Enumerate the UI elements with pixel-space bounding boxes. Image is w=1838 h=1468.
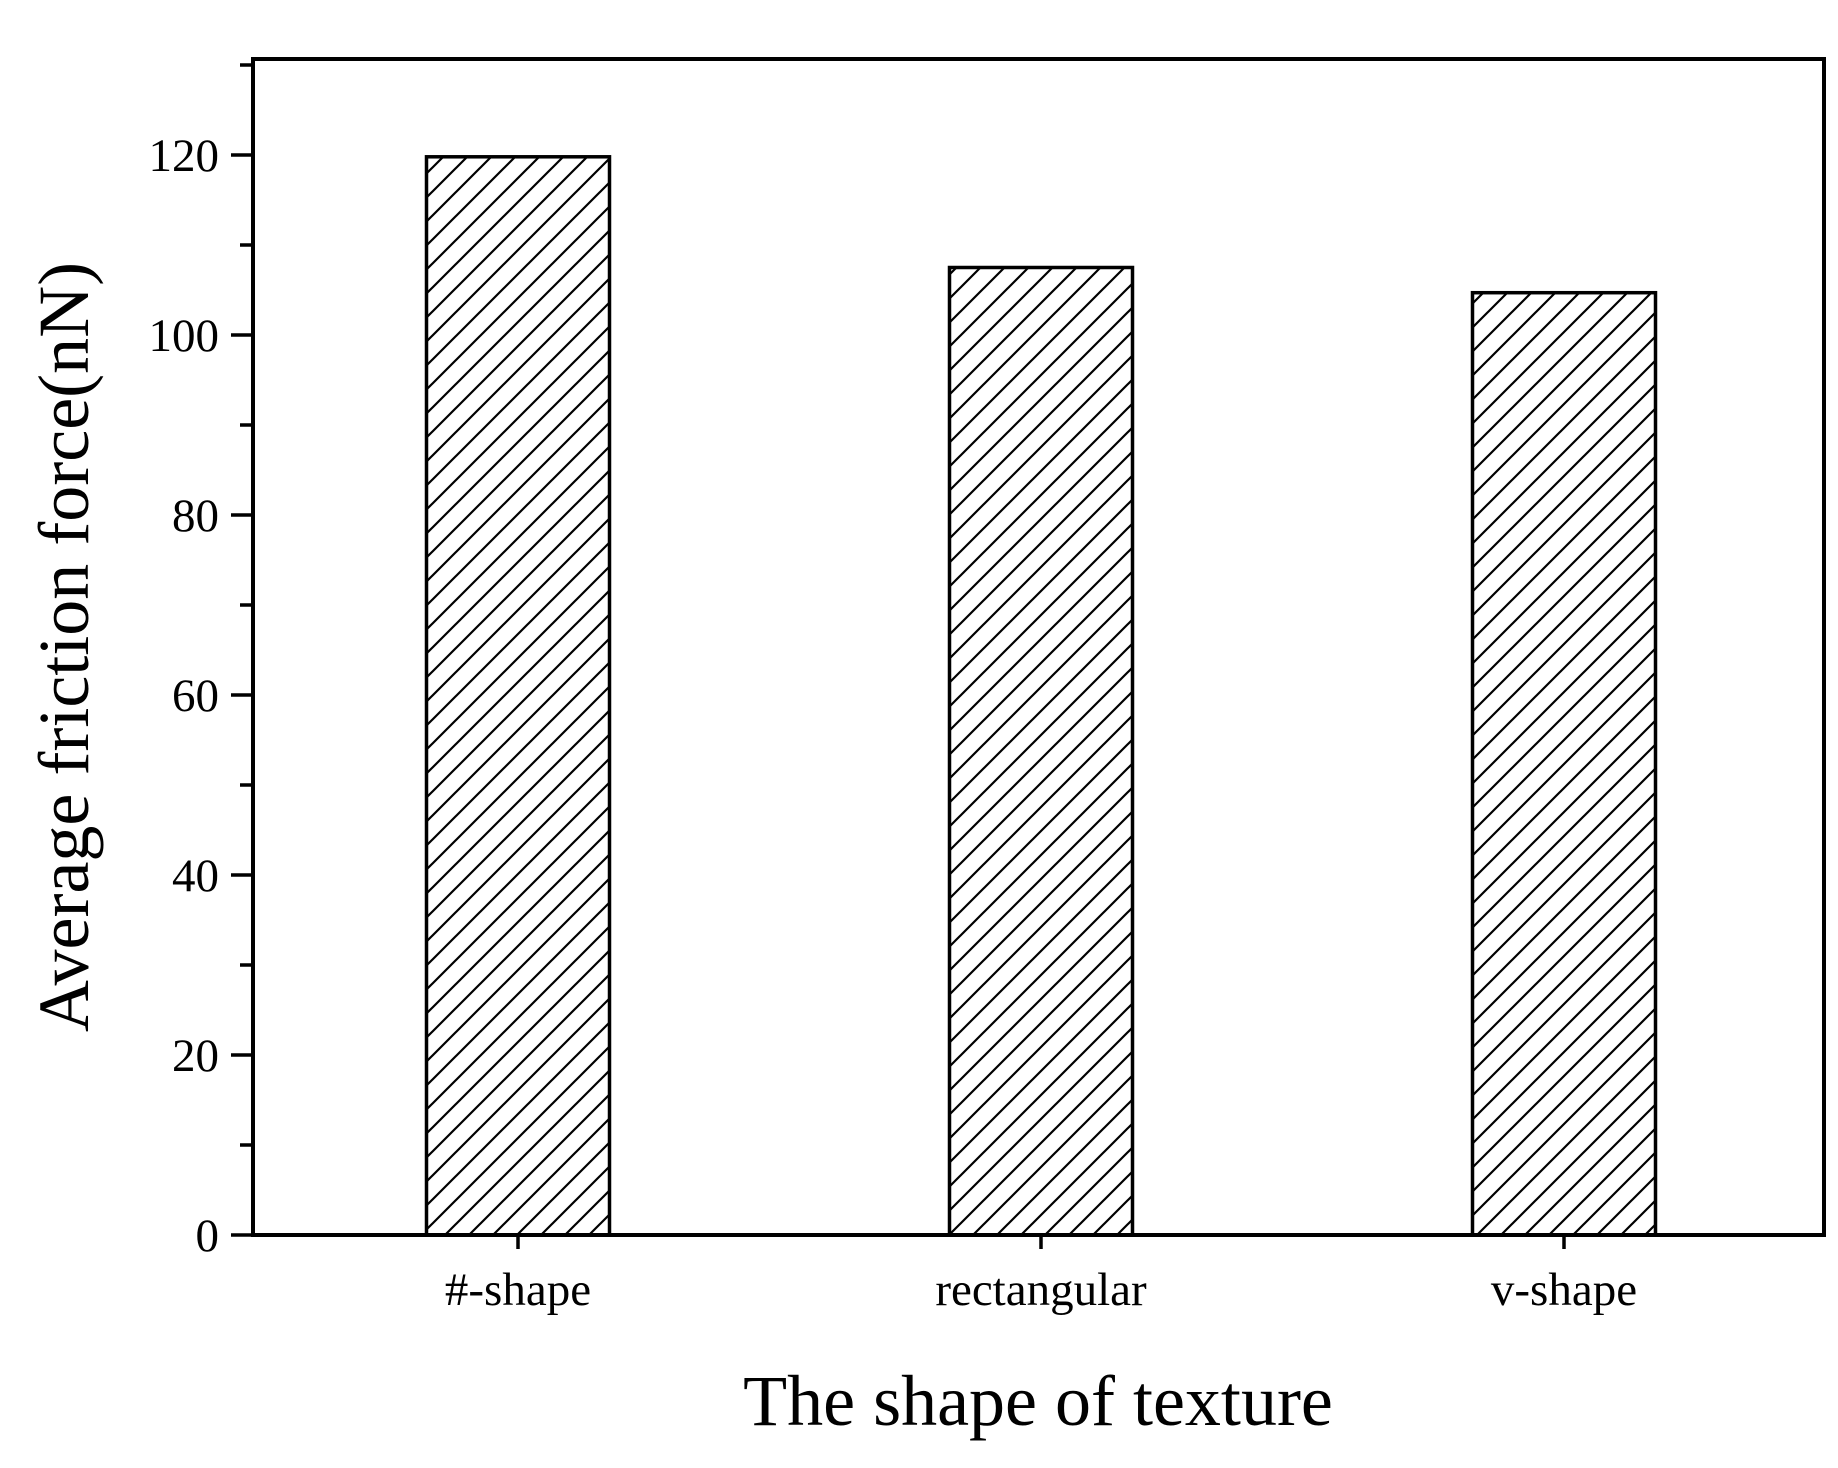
y-tick-label: 0 [196, 1210, 220, 1262]
x-tick-label: #-shape [445, 1264, 591, 1316]
y-axis-ticks: 0 20 40 60 80 100 120 [149, 63, 253, 1262]
x-tick-label: v-shape [1491, 1264, 1637, 1316]
y-tick-label: 80 [172, 490, 219, 542]
y-tick-label: 60 [172, 670, 219, 722]
bar-shape [424, 155, 612, 1237]
y-tick-label: 120 [149, 130, 220, 182]
y-tick-label: 20 [172, 1030, 219, 1082]
bar-v-shape [1470, 290, 1658, 1237]
bar-rectangular [947, 265, 1135, 1237]
x-tick-label: rectangular [935, 1264, 1147, 1316]
y-tick-label: 100 [149, 310, 220, 362]
bars-group [424, 155, 1658, 1237]
x-axis-ticks: #-shape rectangular v-shape [445, 1235, 1637, 1316]
x-axis-label: The shape of texture [743, 1361, 1333, 1441]
y-axis-label: Average friction force(nN) [24, 262, 104, 1032]
plot-frame [251, 57, 1826, 1237]
y-tick-label: 40 [172, 850, 219, 902]
